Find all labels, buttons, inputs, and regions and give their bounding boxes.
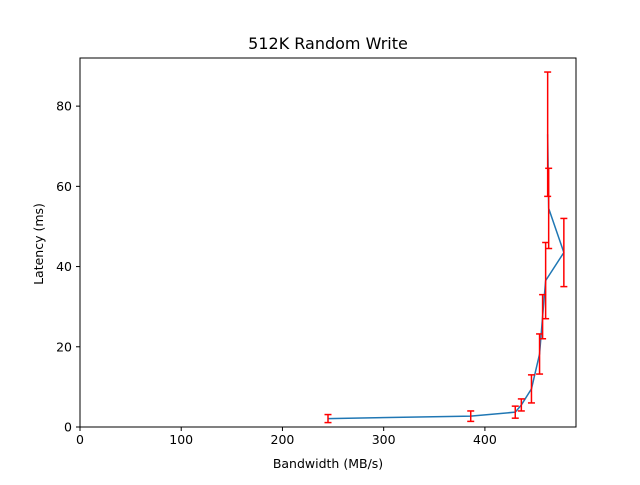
chart-title: 512K Random Write	[248, 34, 408, 53]
error-bar-8	[560, 217, 568, 288]
x-axis-label: Bandwidth (MB/s)	[273, 456, 383, 471]
plot-layer	[324, 71, 568, 424]
error-bar-1	[467, 410, 475, 423]
x-tick-label-200: 200	[271, 432, 295, 447]
x-tick-label-300: 300	[372, 432, 396, 447]
y-tick-label-60: 60	[56, 179, 72, 194]
error-bar-2	[511, 405, 519, 419]
x-tick-label-400: 400	[473, 432, 497, 447]
y-axis-label: Latency (ms)	[31, 203, 46, 285]
x-tick-label-0: 0	[76, 432, 84, 447]
y-tick-label-40: 40	[56, 259, 72, 274]
x-tick-label-100: 100	[169, 432, 193, 447]
error-bar-9	[545, 167, 553, 250]
error-bar-0	[324, 413, 332, 424]
error-bar-4	[527, 374, 535, 404]
y-tick-label-0: 0	[64, 420, 72, 435]
y-tick-label-80: 80	[56, 99, 72, 114]
y-tick-label-20: 20	[56, 339, 72, 354]
axes-layer: 0 100 200 300 400 0 20 40 60 80	[56, 57, 577, 447]
error-bar-10	[544, 71, 552, 198]
error-bar-3	[517, 398, 525, 412]
plot-frame	[79, 57, 577, 428]
